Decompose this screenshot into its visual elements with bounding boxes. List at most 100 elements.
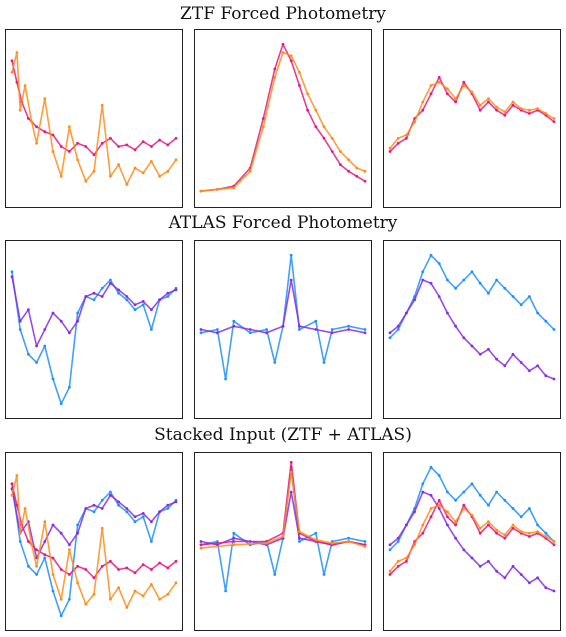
data-point-atlas_o	[487, 559, 490, 563]
data-point-atlas_c	[495, 278, 498, 282]
data-point-ztf_r	[158, 597, 162, 601]
data-point-atlas_c	[478, 493, 482, 497]
data-point-atlas_c	[100, 498, 104, 502]
data-point-ztf_r	[503, 110, 507, 114]
series-line-ztf_r	[200, 51, 366, 192]
data-point-atlas_o	[298, 536, 301, 540]
data-point-ztf_g	[141, 140, 145, 143]
data-point-atlas_c	[330, 328, 334, 331]
data-point-ztf_r	[487, 97, 490, 101]
data-point-atlas_o	[43, 328, 47, 331]
data-point-ztf_g	[27, 540, 30, 543]
data-point-atlas_o	[462, 548, 466, 552]
panel-atlas-3	[383, 240, 561, 419]
data-point-ztf_r	[174, 581, 178, 585]
data-point-atlas_c	[298, 540, 301, 543]
data-point-ztf_r	[166, 169, 170, 173]
data-point-ztf_r	[470, 90, 474, 94]
data-point-atlas_c	[76, 311, 79, 315]
data-point-atlas_c	[429, 253, 433, 257]
data-point-ztf_g	[141, 563, 145, 566]
data-point-ztf_r	[454, 97, 457, 101]
data-point-ztf_g	[511, 526, 515, 530]
data-point-atlas_o	[298, 324, 301, 328]
data-point-ztf_r	[281, 51, 285, 54]
data-point-ztf_g	[68, 573, 71, 576]
data-point-atlas_c	[27, 352, 30, 356]
data-point-ztf_r	[100, 103, 104, 107]
data-point-ztf_r	[51, 573, 55, 576]
data-point-ztf_g	[15, 503, 19, 507]
series-line-atlas_o	[11, 488, 177, 559]
data-point-ztf_g	[511, 103, 515, 107]
data-point-ztf_g	[174, 559, 178, 563]
data-point-ztf_g	[68, 150, 71, 153]
data-point-atlas_o	[141, 512, 145, 515]
panel-stacked-3	[383, 452, 561, 631]
data-point-atlas_c	[100, 286, 104, 290]
data-point-ztf_g	[59, 145, 63, 148]
data-point-atlas_o	[109, 493, 112, 497]
data-point-ztf_g	[298, 84, 301, 87]
section-title-atlas: ATLAS Forced Photometry	[168, 213, 398, 233]
data-point-atlas_o	[413, 298, 416, 302]
data-point-ztf_r	[289, 54, 293, 58]
data-point-atlas_o	[536, 364, 539, 368]
data-point-atlas_c	[166, 295, 170, 298]
data-point-ztf_r	[265, 541, 268, 545]
data-point-ztf_g	[43, 553, 47, 557]
data-point-atlas_c	[289, 253, 293, 257]
data-point-ztf_g	[487, 100, 490, 104]
data-point-atlas_c	[454, 286, 457, 290]
data-point-atlas_c	[528, 507, 531, 510]
data-point-atlas_o	[314, 328, 318, 331]
data-point-ztf_g	[158, 138, 162, 142]
data-point-ztf_r	[35, 564, 38, 568]
data-point-atlas_o	[199, 328, 203, 331]
data-point-atlas_o	[552, 377, 556, 381]
panel-ztf-2	[194, 29, 372, 208]
data-point-atlas_o	[84, 295, 88, 298]
data-point-atlas_o	[503, 576, 507, 580]
data-point-ztf_r	[68, 548, 71, 552]
data-point-ztf_r	[470, 513, 474, 517]
data-point-ztf_r	[421, 523, 425, 527]
data-point-atlas_o	[536, 576, 539, 580]
data-point-ztf_r	[487, 520, 490, 524]
data-point-atlas_o	[51, 523, 55, 527]
data-point-atlas_c	[347, 536, 350, 540]
data-point-ztf_r	[330, 541, 334, 545]
data-point-ztf_r	[355, 166, 359, 170]
series-line-atlas_o	[200, 279, 366, 334]
data-point-atlas_o	[437, 295, 441, 298]
data-point-atlas_o	[51, 311, 55, 315]
data-point-ztf_r	[199, 189, 203, 193]
data-point-ztf_r	[495, 528, 498, 532]
data-point-atlas_c	[59, 402, 63, 406]
data-point-atlas_o	[503, 364, 507, 368]
data-point-atlas_o	[347, 328, 350, 331]
data-point-ztf_r	[495, 105, 498, 109]
data-point-ztf_r	[437, 503, 441, 507]
data-point-ztf_g	[281, 42, 285, 46]
data-point-atlas_o	[511, 564, 515, 568]
data-point-atlas_o	[43, 540, 47, 543]
data-point-ztf_g	[117, 145, 120, 148]
data-point-ztf_g	[51, 556, 55, 560]
data-point-atlas_c	[248, 331, 252, 335]
data-point-atlas_o	[396, 324, 400, 328]
data-point-atlas_o	[100, 507, 104, 510]
data-point-ztf_g	[109, 136, 112, 140]
data-point-ztf_r	[117, 586, 120, 590]
data-point-atlas_c	[125, 510, 129, 514]
data-point-atlas_o	[158, 510, 162, 514]
data-point-ztf_g	[35, 125, 38, 129]
data-point-ztf_r	[363, 169, 367, 173]
data-point-ztf_g	[314, 125, 318, 129]
data-point-atlas_c	[437, 262, 441, 265]
data-point-ztf_r	[298, 530, 301, 533]
data-point-atlas_o	[265, 331, 268, 335]
data-point-atlas_c	[487, 291, 490, 295]
data-point-ztf_g	[51, 133, 55, 137]
data-point-ztf_g	[429, 92, 433, 96]
